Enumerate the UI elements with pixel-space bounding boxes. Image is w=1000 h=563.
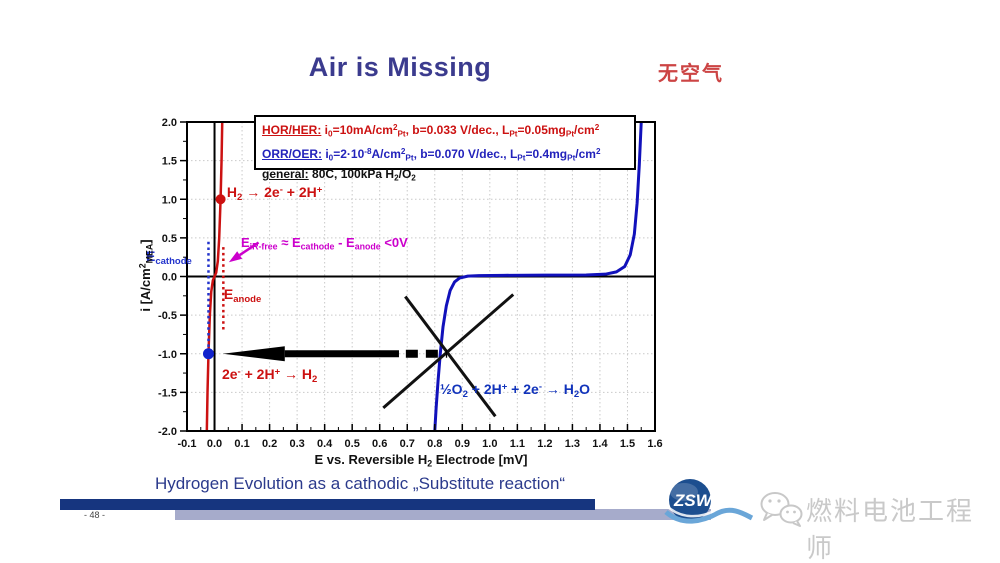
y-tick-label: 1.0: [162, 194, 177, 206]
y-tick-label: -1.0: [158, 349, 177, 361]
x-tick-label: 0.6: [372, 438, 387, 450]
slide-title-chinese: 无空气: [658, 63, 724, 85]
x-tick-label: 0.7: [400, 438, 415, 450]
x-tick-label: 0.3: [289, 438, 304, 450]
wechat-icon: [760, 492, 803, 527]
y-tick-label: -2.0: [158, 426, 177, 438]
page-number: - 48 -: [84, 510, 106, 520]
x-tick-label: 1.1: [510, 438, 525, 450]
x-tick-label: 0.5: [345, 438, 360, 450]
x-tick-label: -0.1: [178, 438, 197, 450]
x-tick-label: 0.0: [207, 438, 222, 450]
shape-operating-point-arrow-head: [222, 346, 285, 362]
x-tick-label: 0.1: [234, 438, 249, 450]
y-axis-title: i [A/cm2MEA]: [137, 239, 155, 312]
x-tick-label: 1.3: [565, 438, 580, 450]
y-tick-label: 1.5: [162, 156, 177, 168]
legend-row-general: general: 80C, 100kPa H2/O2: [262, 166, 634, 186]
chart-legend: HOR/HER: i0=10mA/cm2Pt, b=0.033 V/dec., …: [254, 115, 636, 182]
legend-text: i0=10mA/cm2Pt, b=0.033 V/dec., LPt=0.05m…: [321, 123, 600, 139]
shape-eir-free-arrow-head: [228, 251, 243, 263]
footer-bar-lavender: [175, 509, 711, 520]
shape-cross-out-line-1: [404, 295, 497, 418]
zsw-logo: ZSW: [664, 479, 754, 524]
footer-bar-navy: [60, 499, 595, 510]
marker-cathode-operating-point: [202, 348, 214, 360]
y-tick-label: -1.5: [158, 387, 177, 399]
x-axis-title: E vs. Reversible H2 Electrode [mV]: [314, 452, 528, 469]
x-tick-label: 1.6: [647, 438, 662, 450]
legend-text: i0=2·10-8A/cm2Pt, b=0.070 V/dec., LPt=0.…: [322, 146, 601, 163]
x-tick-label: 0.8: [427, 438, 442, 450]
y-tick-label: -0.5: [158, 310, 177, 322]
legend-label: general:: [262, 167, 309, 182]
x-tick-label: 1.2: [537, 438, 552, 450]
x-tick-label: 1.4: [592, 438, 608, 450]
y-tick-label: 0.0: [162, 272, 177, 284]
legend-label: HOR/HER:: [262, 123, 322, 138]
legend-row-orr-oer: ORR/OER: i0=2·10-8A/cm2Pt, b=0.070 V/dec…: [262, 143, 634, 167]
x-tick-label: 0.2: [262, 438, 277, 450]
y-tick-label: 2.0: [162, 117, 177, 129]
x-tick-label: 0.9: [455, 438, 470, 450]
zsw-logo-wave-inner: [667, 506, 715, 518]
legend-row-hor-her: HOR/HER: i0=10mA/cm2Pt, b=0.033 V/dec., …: [262, 119, 634, 143]
zsw-logo-wave: [664, 507, 754, 524]
shape-eir-free-arrow-shaft: [238, 241, 260, 257]
zsw-logo-circle: [669, 479, 711, 521]
x-tick-label: 1.0: [482, 438, 497, 450]
slide-title: Air is Missing: [308, 52, 492, 82]
watermark-text: 燃料电池工程师: [806, 496, 975, 563]
x-tick-label: 1.5: [620, 438, 635, 450]
zsw-logo-text: ZSW: [673, 491, 714, 510]
x-tick-label: 0.4: [317, 438, 333, 450]
series-ORR-OER-oxygen-electrode: [433, 121, 643, 432]
legend-label: ORR/OER:: [262, 146, 322, 161]
legend-text: 80C, 100kPa H2/O2: [308, 167, 416, 183]
marker-anode-operating-point: [215, 194, 226, 205]
y-tick-label: 0.5: [162, 233, 177, 245]
zsw-logo-highlight: [670, 483, 698, 501]
shape-cross-out-line-2: [382, 293, 515, 409]
slide-caption: Hydrogen Evolution as a cathodic „Substi…: [154, 474, 566, 493]
